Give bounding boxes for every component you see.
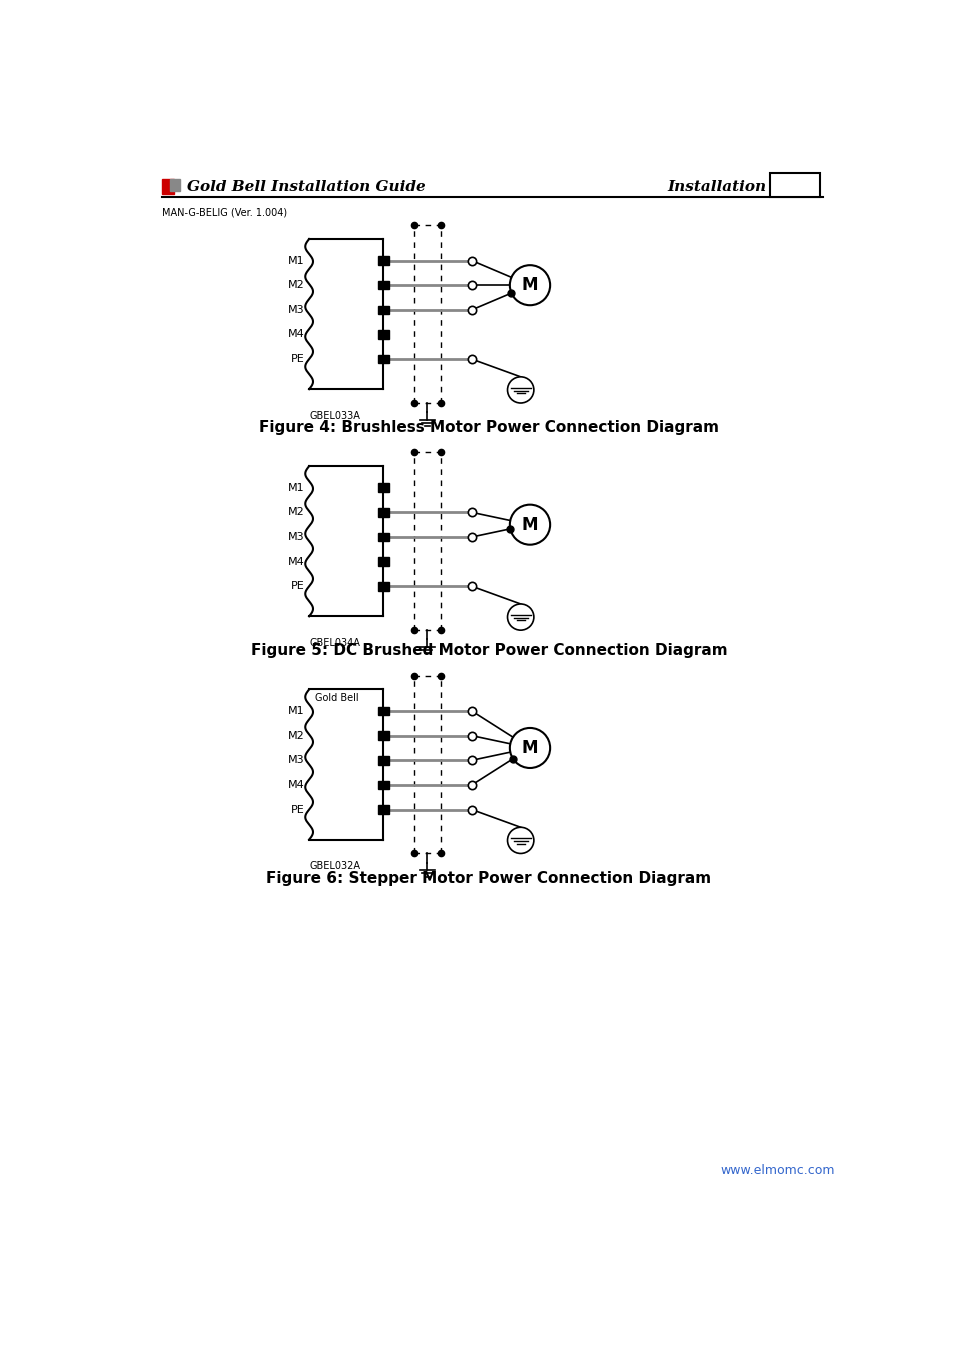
Bar	[377, 558, 389, 566]
Bar	[377, 483, 389, 491]
Text: M1: M1	[288, 706, 304, 716]
Text: Gold Bell Installation Guide: Gold Bell Installation Guide	[187, 181, 425, 194]
Text: M1: M1	[288, 483, 304, 493]
Text: M4: M4	[288, 556, 304, 567]
Bar	[377, 806, 389, 814]
Bar	[377, 533, 389, 541]
Bar	[377, 331, 389, 339]
Text: GBEL034A: GBEL034A	[309, 637, 359, 648]
Text: M4: M4	[288, 329, 304, 339]
Text: M2: M2	[288, 508, 304, 517]
Text: M: M	[521, 277, 537, 294]
Circle shape	[509, 265, 550, 305]
Circle shape	[507, 603, 534, 630]
Text: GBEL032A: GBEL032A	[309, 861, 359, 871]
Bar	[377, 256, 389, 265]
Text: M4: M4	[288, 780, 304, 790]
Bar	[377, 780, 389, 790]
Circle shape	[507, 377, 534, 404]
Bar	[377, 281, 389, 289]
Bar	[769, 173, 819, 197]
Circle shape	[509, 505, 550, 544]
Text: M: M	[521, 738, 537, 757]
Bar	[377, 756, 389, 764]
Bar	[377, 355, 389, 363]
Text: PE: PE	[291, 582, 304, 591]
Bar	[377, 508, 389, 517]
Text: M3: M3	[288, 532, 304, 541]
Text: PE: PE	[291, 805, 304, 814]
Text: Figure 5: DC Brushed Motor Power Connection Diagram: Figure 5: DC Brushed Motor Power Connect…	[251, 644, 726, 659]
Bar	[377, 732, 389, 740]
Text: M3: M3	[288, 305, 304, 315]
Text: Installation: Installation	[666, 181, 765, 194]
Text: Figure 4: Brushless Motor Power Connection Diagram: Figure 4: Brushless Motor Power Connecti…	[258, 420, 719, 435]
Bar	[170, 180, 180, 192]
Bar	[377, 305, 389, 315]
Text: M1: M1	[288, 255, 304, 266]
Text: M2: M2	[288, 281, 304, 290]
Text: 38: 38	[781, 176, 808, 194]
Bar	[162, 180, 174, 194]
Circle shape	[507, 828, 534, 853]
Text: M: M	[521, 516, 537, 533]
Text: www.elmomc.com: www.elmomc.com	[720, 1164, 835, 1177]
Text: M2: M2	[288, 730, 304, 741]
Bar	[377, 707, 389, 716]
Text: MAN-G-BELIG (Ver. 1.004): MAN-G-BELIG (Ver. 1.004)	[162, 208, 287, 217]
Text: GBEL033A: GBEL033A	[309, 410, 359, 421]
Bar	[377, 582, 389, 590]
Text: M3: M3	[288, 755, 304, 765]
Text: PE: PE	[291, 354, 304, 364]
Text: Figure 6: Stepper Motor Power Connection Diagram: Figure 6: Stepper Motor Power Connection…	[266, 871, 711, 886]
Circle shape	[509, 728, 550, 768]
Text: Gold Bell: Gold Bell	[315, 693, 358, 702]
